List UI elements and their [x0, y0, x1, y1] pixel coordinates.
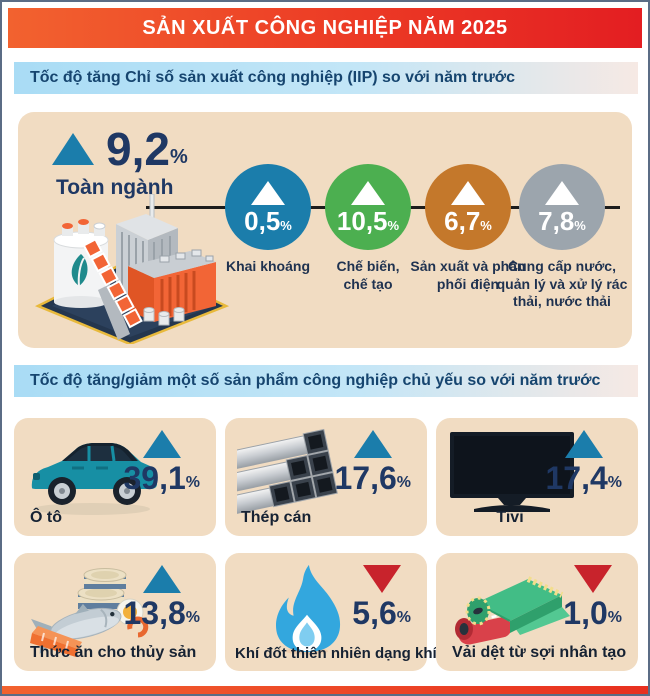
up-triangle-icon: [451, 180, 485, 205]
product-khi-dot-stat: 5,6%: [352, 565, 411, 629]
sector-water-waste-value: 7,8: [538, 205, 575, 236]
percent-sign: %: [607, 609, 622, 626]
product-tivi-value: 17,4: [545, 460, 608, 496]
iip-panel: 9,2% Toàn ngành: [18, 112, 632, 348]
product-card-tivi: 17,4% Tivi: [436, 418, 638, 536]
product-card-oto: 39,1% Ô tô: [14, 418, 216, 536]
product-card-thuc-an-thuy-san: 13,8% Thức ăn cho thủy sản: [14, 553, 216, 671]
total-industry-value: 9,2%: [106, 126, 188, 172]
factory-icon: [34, 193, 230, 346]
product-oto-stat: 39,1%: [123, 430, 200, 494]
product-thuc-an-thuy-san-value: 13,8: [123, 595, 186, 631]
percent-sign: %: [280, 217, 292, 233]
sector-manufacturing-bubble: 10,5%: [325, 164, 411, 250]
sector-manufacturing-label: Chế biến, chế tạo: [336, 258, 400, 292]
percent-sign: %: [396, 609, 411, 626]
up-triangle-icon: [251, 180, 285, 205]
product-khi-dot-label: Khí đốt thiên nhiên dạng khí: [235, 645, 437, 662]
section-header-products-label: Tốc độ tăng/giảm một số sản phẩm công ng…: [30, 372, 601, 389]
sector-electricity: 6,7% Sản xuất và phân phối điện: [409, 164, 527, 293]
sector-electricity-value: 6,7: [444, 205, 481, 236]
up-triangle-icon: [142, 565, 181, 593]
product-vai-det-stat: 1,0%: [563, 565, 622, 629]
percent-sign: %: [607, 474, 622, 491]
sector-mining: 0,5% Khai khoáng: [213, 164, 323, 276]
up-triangle-icon: [142, 430, 181, 458]
sector-water-waste-bubble: 7,8%: [519, 164, 605, 250]
sector-manufacturing-value: 10,5: [336, 205, 388, 236]
up-triangle-icon: [52, 133, 94, 165]
fish-feed-icon: [26, 563, 151, 664]
up-triangle-icon: [545, 180, 579, 205]
tv-icon: [448, 428, 578, 521]
page-title: SẢN XUẤT CÔNG NGHIỆP NĂM 2025: [142, 16, 508, 39]
percent-sign: %: [396, 474, 411, 491]
product-cards: 39,1% Ô tô: [14, 418, 638, 671]
total-value-number: 9,2: [106, 123, 170, 175]
product-tivi-stat: 17,4%: [545, 430, 622, 494]
percent-sign: %: [387, 217, 400, 233]
percent-sign: %: [185, 609, 200, 626]
percent-sign: %: [574, 217, 586, 233]
sector-mining-bubble: 0,5%: [225, 164, 311, 250]
fabric-icon: [448, 563, 573, 660]
title-bar: SẢN XUẤT CÔNG NGHIỆP NĂM 2025: [8, 8, 642, 48]
product-tivi-label: Tivi: [496, 509, 524, 526]
percent-sign: %: [480, 217, 492, 233]
sector-mining-label: Khai khoáng: [225, 258, 310, 274]
sector-electricity-bubble: 6,7%: [425, 164, 511, 250]
down-triangle-icon: [573, 565, 612, 593]
bottom-accent-bar: [2, 686, 648, 694]
sector-manufacturing: 10,5% Chế biến, chế tạo: [325, 164, 411, 293]
product-vai-det-label: Vải dệt từ sợi nhân tạo: [452, 644, 627, 661]
product-thuc-an-thuy-san-stat: 13,8%: [123, 565, 200, 629]
percent-sign: %: [185, 474, 200, 491]
product-card-khi-dot: 5,6% Khí đốt thiên nhiên dạng khí: [225, 553, 437, 671]
product-card-thep-can: 17,6% Thép cán: [186, 418, 427, 536]
product-card-vai-det: 1,0% Vải dệt từ sợi nhân tạo: [436, 553, 638, 671]
sector-water-waste: 7,8% Cung cấp nước, quản lý và xử lý rác…: [493, 164, 631, 311]
sector-electricity-label: Sản xuất và phân phối điện: [410, 258, 526, 292]
product-vai-det-value: 1,0: [563, 595, 608, 631]
product-thep-can-stat: 17,6%: [334, 430, 411, 494]
gas-flame-icon: [259, 563, 355, 660]
product-thep-can-value: 17,6: [334, 460, 397, 496]
car-icon: [26, 428, 161, 525]
product-thuc-an-thuy-san-label: Thức ăn cho thủy sản: [30, 644, 197, 661]
up-triangle-icon: [564, 430, 603, 458]
sector-mining-value: 0,5: [244, 205, 281, 236]
product-thep-can-label: Thép cán: [241, 509, 312, 526]
total-industry-label: Toàn ngành: [56, 176, 174, 199]
product-oto-value: 39,1: [123, 460, 186, 496]
percent-sign: %: [169, 146, 188, 168]
section-header-iip: Tốc độ tăng Chỉ số sản xuất công nghiệp …: [14, 62, 638, 94]
total-industry-stat: 9,2% Toàn ngành: [52, 126, 188, 200]
up-triangle-icon: [353, 430, 392, 458]
product-khi-dot-value: 5,6: [352, 595, 397, 631]
factory-illustration: [26, 193, 238, 346]
down-triangle-icon: [362, 565, 401, 593]
sector-water-waste-label: Cung cấp nước, quản lý và xử lý rác thải…: [496, 258, 628, 309]
section-header-products: Tốc độ tăng/giảm một số sản phẩm công ng…: [14, 365, 638, 397]
section-header-iip-label: Tốc độ tăng Chỉ số sản xuất công nghiệp …: [30, 69, 516, 86]
up-triangle-icon: [351, 180, 385, 205]
product-oto-label: Ô tô: [30, 509, 62, 526]
